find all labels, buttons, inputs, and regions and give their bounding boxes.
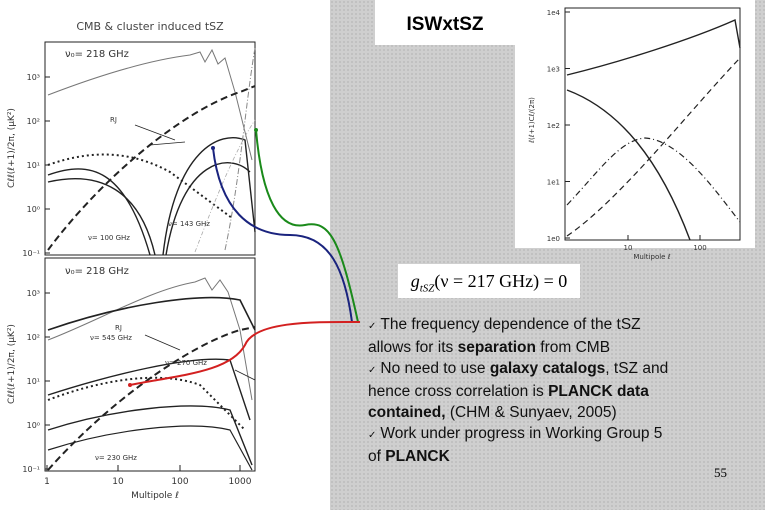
check-mark: ✓ [368, 321, 377, 332]
curve-label: ν₀= 218 GHz [65, 49, 129, 60]
connector [255, 129, 359, 323]
text-line: ✓ Work under progress in Working Group 5 [368, 423, 763, 446]
right-figure-bg [515, 0, 755, 248]
text-segment: Work under progress in Working Group 5 [380, 425, 663, 442]
connector [129, 320, 361, 386]
text-segment: hence cross correlation is [368, 383, 549, 400]
text-segment: PLANCK [385, 448, 450, 465]
y-tick-label: 10⁰ [27, 205, 40, 214]
text-line: allows for its separation from CMB [368, 337, 763, 358]
y-tick-label: 1e2 [547, 122, 560, 130]
text-segment: galaxy catalogs [489, 360, 606, 377]
equation: gtSZ(ν = 217 GHz) = 0 [398, 264, 580, 298]
x-axis-label: Multipole ℓ [131, 491, 179, 501]
slide-number: 55 [714, 465, 727, 480]
connector-end [211, 146, 215, 150]
slide-title: ISWxtSZ [375, 0, 515, 45]
y-tick-label: 10⁰ [27, 421, 40, 430]
curve-label: ν= 100 GHz [88, 234, 130, 242]
x-tick-label: 10 [112, 477, 124, 487]
text-segment: allows for its [368, 339, 458, 356]
x-axis-label: Multipole ℓ [633, 253, 670, 261]
curve-label: ν= 143 GHz [168, 220, 210, 228]
right-plot [564, 7, 741, 241]
text-segment: of [368, 448, 386, 465]
connector-end [128, 383, 132, 387]
curve-label: ν₀= 218 GHz [65, 266, 129, 277]
y-tick-label: 1e0 [547, 235, 560, 243]
x-tick-label: 1 [44, 477, 50, 487]
bullet-text: ✓ The frequency dependence of the tSZ allo… [368, 314, 763, 467]
x-tick-label: 100 [171, 477, 188, 487]
curve-label: ν= 545 GHz [90, 334, 132, 342]
connector-end [254, 128, 258, 132]
equation-rest: (ν = 217 GHz) = 0 [434, 271, 568, 291]
curve-label: RJ [115, 324, 122, 332]
text-segment: (CHM & Sunyaev, 2005) [445, 404, 617, 421]
y-tick-label: 1e1 [547, 179, 560, 187]
equation-subscript: tSZ [419, 282, 435, 295]
text-segment: No need to use [380, 360, 490, 377]
y-axis-label: Cℓℓ(ℓ+1)/2π, (μK²) [7, 108, 17, 188]
y-tick-label: 10⁻¹ [22, 249, 40, 258]
connector [212, 147, 353, 323]
x-tick-label: 1000 [229, 477, 252, 487]
y-tick-label: 10⁻¹ [22, 465, 40, 474]
x-tick-label: 10 [624, 244, 633, 252]
y-tick-label: 1e4 [547, 9, 561, 17]
curve-label: RJ [110, 116, 117, 124]
text-segment: separation [457, 339, 536, 356]
text-segment: The frequency dependence of the tSZ [380, 316, 641, 333]
left-plot [44, 41, 256, 472]
y-tick-label: 1e3 [547, 66, 560, 74]
check-mark: ✓ [368, 365, 377, 376]
y-tick-label: 10¹ [27, 161, 40, 170]
text-segment: from CMB [535, 339, 611, 356]
check-mark: ✓ [368, 430, 377, 441]
curve-label: ν= 270 GHz [165, 359, 207, 367]
y-tick-label: 10³ [27, 73, 40, 82]
text-segment: contained, [368, 404, 446, 421]
y-axis-label: Cℓℓ(ℓ+1)/2π, (μK²) [7, 324, 17, 404]
plot-title: CMB & cluster induced tSZ [76, 20, 224, 33]
y-tick-label: 10¹ [27, 377, 40, 386]
text-segment: , tSZ and [605, 360, 669, 377]
text-line: of PLANCK [368, 446, 763, 467]
y-tick-label: 10³ [27, 289, 40, 298]
x-tick-label: 100 [693, 244, 706, 252]
text-line: ✓ The frequency dependence of the tSZ [368, 314, 763, 337]
text-line: contained, (CHM & Sunyaev, 2005) [368, 402, 763, 423]
y-axis-label: ℓ(ℓ+1)Cℓ/(2π) [528, 97, 536, 144]
y-tick-label: 10² [27, 117, 40, 126]
text-line: hence cross correlation is PLANCK data [368, 381, 763, 402]
y-tick-label: 10² [27, 333, 40, 342]
curve-label: ν= 230 GHz [95, 454, 137, 462]
text-segment: PLANCK data [548, 383, 649, 400]
equation-symbol: g [410, 271, 420, 291]
text-line: ✓ No need to use galaxy catalogs, tSZ and [368, 358, 763, 381]
